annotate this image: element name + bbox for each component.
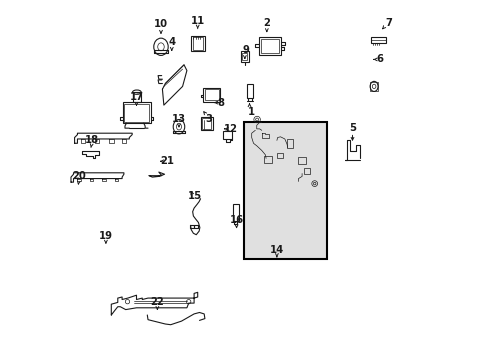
Text: 3: 3 (204, 114, 211, 124)
Bar (192, 37, 203, 50)
Bar (132, 92, 141, 102)
Bar (242, 53, 247, 60)
Bar (297, 157, 305, 164)
Bar (203, 88, 220, 102)
Text: 22: 22 (150, 297, 164, 307)
Bar (122, 102, 151, 123)
Text: 19: 19 (99, 231, 113, 241)
Bar (124, 104, 149, 122)
Bar (370, 37, 386, 43)
Bar (286, 139, 292, 148)
Bar (260, 39, 278, 53)
Text: 15: 15 (187, 191, 202, 201)
Text: 21: 21 (160, 156, 174, 166)
Bar (200, 117, 212, 130)
Bar (264, 156, 272, 163)
Text: 11: 11 (190, 16, 204, 26)
Bar (369, 82, 377, 91)
Bar (247, 84, 253, 98)
Bar (223, 131, 231, 139)
Text: 7: 7 (384, 18, 391, 28)
Bar (202, 118, 211, 129)
Text: 1: 1 (247, 107, 254, 117)
Bar (244, 122, 326, 259)
Text: 14: 14 (269, 245, 284, 255)
Text: 10: 10 (154, 19, 168, 30)
Text: 16: 16 (229, 215, 243, 225)
Bar (303, 168, 310, 174)
Text: 18: 18 (84, 135, 99, 145)
Bar (204, 89, 218, 100)
Text: 20: 20 (72, 171, 85, 181)
Bar (232, 204, 239, 221)
Bar (258, 37, 280, 55)
Text: 17: 17 (129, 92, 143, 102)
Bar (241, 51, 248, 62)
Bar (191, 36, 204, 51)
Text: 8: 8 (217, 98, 224, 108)
Text: 12: 12 (224, 124, 237, 134)
Text: 6: 6 (376, 54, 383, 64)
Bar (276, 153, 283, 158)
Text: 5: 5 (348, 123, 355, 133)
Text: 2: 2 (263, 18, 270, 28)
Text: 13: 13 (172, 114, 185, 124)
Text: 9: 9 (243, 45, 249, 55)
Text: 4: 4 (168, 37, 175, 48)
